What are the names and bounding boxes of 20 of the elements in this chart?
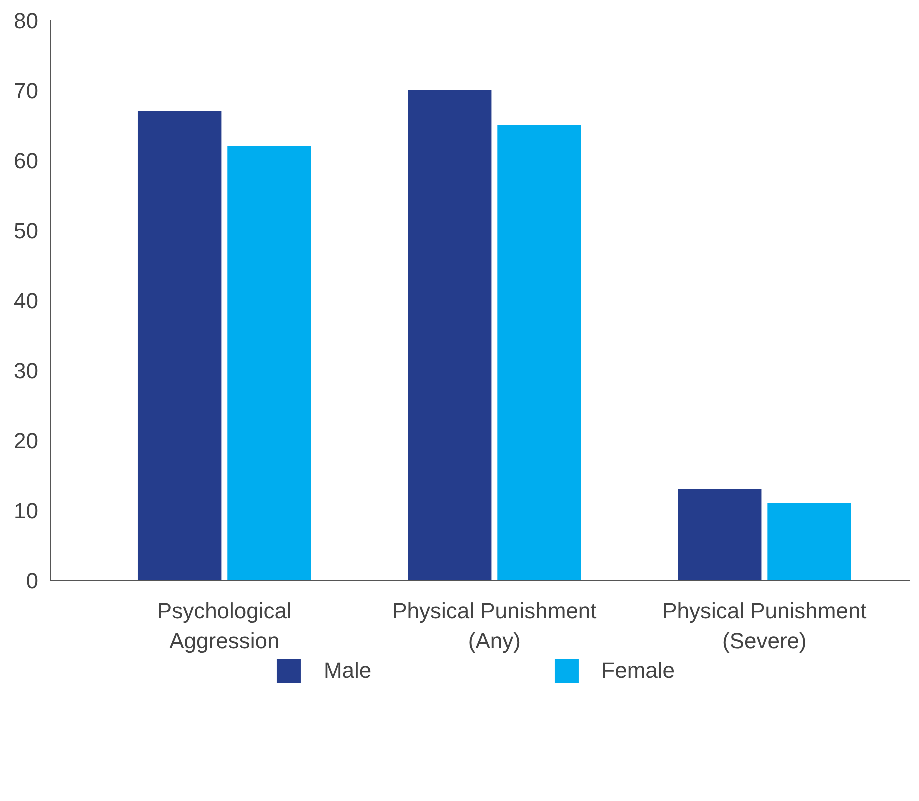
legend-label: Male	[324, 658, 372, 684]
bar	[768, 504, 852, 580]
x-tick-label: Psychological Aggression	[157, 598, 292, 654]
y-tick-label: 50	[14, 218, 39, 244]
legend-label: Female	[602, 658, 676, 684]
bar	[678, 490, 762, 580]
bar	[498, 126, 582, 580]
y-tick-label: 70	[14, 78, 39, 104]
bar	[408, 90, 492, 580]
y-tick-label: 40	[14, 288, 39, 314]
y-tick-label: 30	[14, 358, 39, 384]
x-tick-label: Physical Punishment (Severe)	[662, 598, 867, 654]
x-tick-label: Physical Punishment (Any)	[392, 598, 597, 654]
y-tick-label: 80	[14, 8, 39, 34]
bar	[228, 146, 312, 580]
y-tick-label: 20	[14, 428, 39, 454]
y-tick-label: 10	[14, 498, 39, 524]
bar	[138, 112, 222, 580]
y-tick-label: 60	[14, 148, 39, 174]
y-tick-label: 0	[26, 568, 39, 594]
